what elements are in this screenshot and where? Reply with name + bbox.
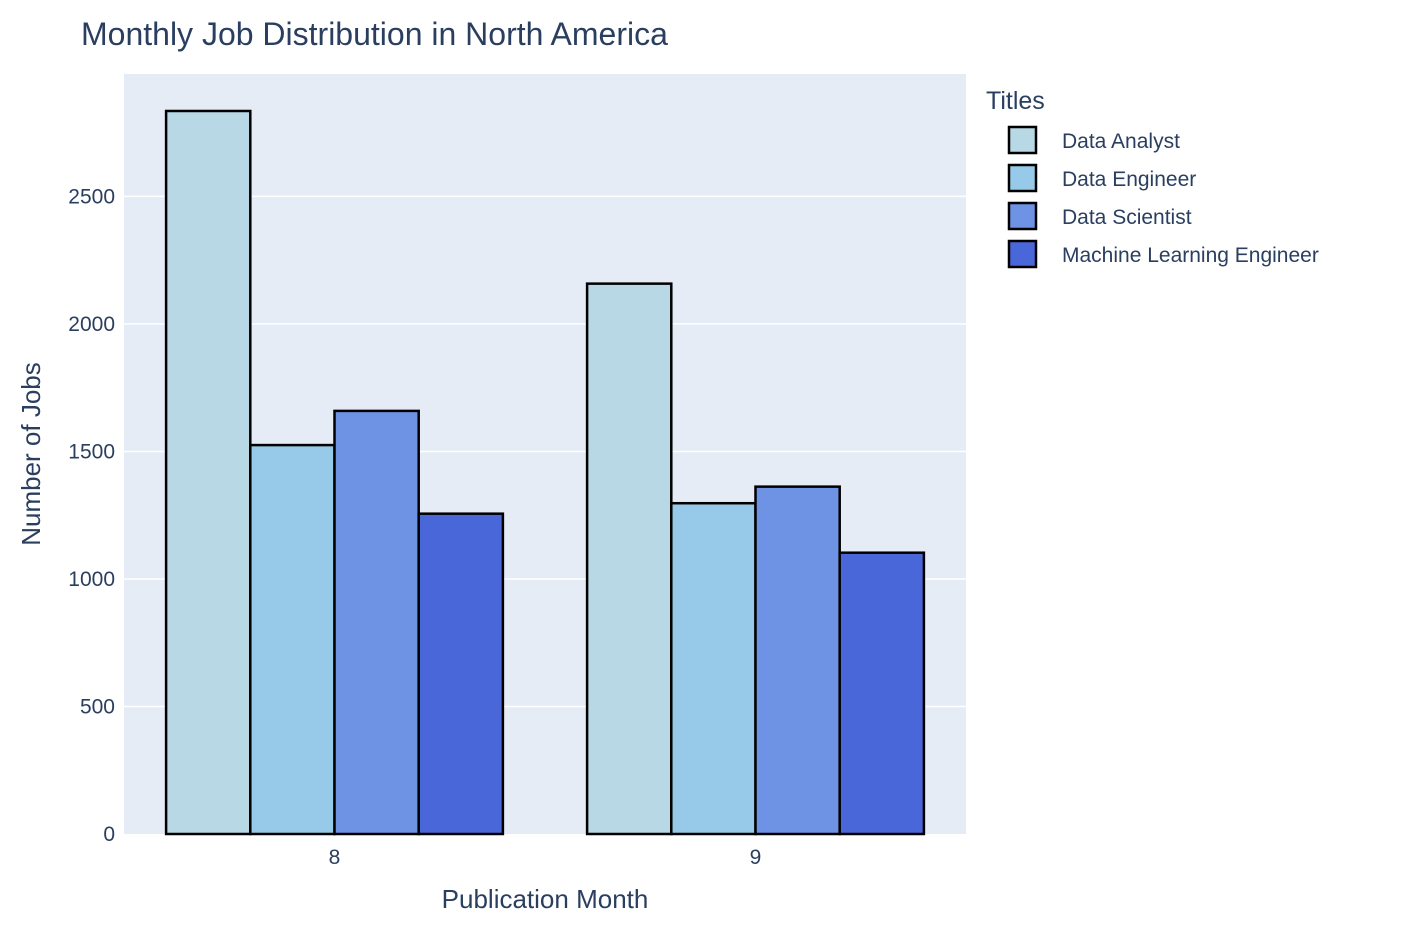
legend-label: Data Scientist: [1062, 206, 1192, 229]
y-tick-label: 0: [103, 823, 115, 846]
legend-item-data-analyst[interactable]: Data Analyst: [1007, 125, 1180, 155]
bar-data-engineer-month-9[interactable]: [670, 501, 757, 836]
legend-swatch: [1007, 163, 1038, 193]
legend-label: Data Engineer: [1062, 168, 1196, 191]
y-tick-label: 500: [80, 695, 115, 718]
bar-data-scientist-month-9[interactable]: [754, 485, 841, 836]
bar-machine-learning-engineer-month-8[interactable]: [417, 512, 505, 836]
y-tick-label: 2500: [68, 185, 115, 208]
legend-title: Titles: [986, 87, 1045, 115]
legend-swatch: [1007, 239, 1038, 269]
bars: [164, 109, 926, 836]
y-axis-title: Number of Jobs: [16, 362, 46, 546]
legend-label: Data Analyst: [1062, 130, 1180, 153]
y-tick-label: 1000: [68, 568, 115, 591]
legend-swatch: [1007, 125, 1038, 155]
chart-title: Monthly Job Distribution in North Americ…: [81, 16, 668, 52]
x-tick-label: 8: [329, 846, 341, 869]
legend-item-machine-learning-engineer[interactable]: Machine Learning Engineer: [1007, 239, 1319, 269]
x-tick-label: 9: [750, 846, 762, 869]
legend-swatch: [1007, 201, 1038, 231]
legend[interactable]: Titles Data Analyst Data Engineer Data Sci…: [986, 87, 1319, 269]
bar-data-scientist-month-8[interactable]: [333, 409, 420, 836]
bar-data-analyst-month-8[interactable]: [164, 109, 252, 836]
y-tick-label: 1500: [68, 440, 115, 463]
bar-data-analyst-month-9[interactable]: [585, 282, 673, 836]
y-axis-ticks: 0 500 1000 1500 2000 2500: [68, 185, 115, 846]
legend-item-data-engineer[interactable]: Data Engineer: [1007, 163, 1196, 193]
y-tick-label: 2000: [68, 313, 115, 336]
bar-data-engineer-month-8[interactable]: [249, 443, 336, 836]
legend-item-data-scientist[interactable]: Data Scientist: [1007, 201, 1192, 231]
bar-machine-learning-engineer-month-9[interactable]: [838, 551, 926, 836]
x-axis-title: Publication Month: [442, 884, 649, 914]
legend-label: Machine Learning Engineer: [1062, 244, 1319, 267]
